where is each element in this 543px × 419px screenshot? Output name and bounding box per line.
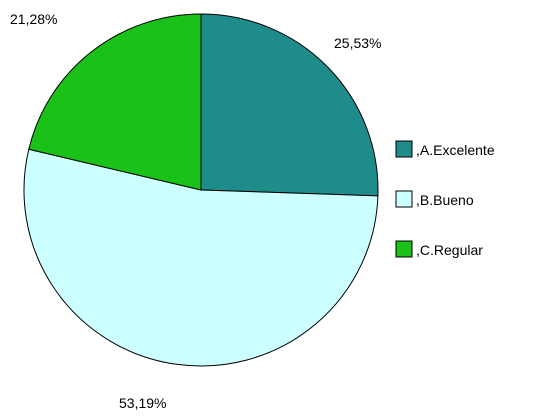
- legend-swatch: [395, 190, 413, 208]
- pie-slices: [23, 13, 379, 367]
- slice-bueno: [23, 148, 379, 367]
- legend-swatch: [395, 240, 413, 258]
- slice-regular: [28, 13, 202, 191]
- value-label-bueno: 53,19%: [119, 395, 166, 411]
- legend-item-bueno: ,B.Bueno: [395, 190, 474, 208]
- legend-label: ,A.Excelente: [416, 142, 495, 158]
- slice-excelente: [200, 13, 379, 197]
- legend-swatch: [395, 140, 413, 158]
- legend-item-regular: ,C.Regular: [395, 240, 483, 258]
- value-label-regular: 21,28%: [10, 11, 57, 27]
- legend-label: ,C.Regular: [416, 242, 483, 258]
- legend-label: ,B.Bueno: [416, 192, 474, 208]
- legend-item-excelente: ,A.Excelente: [395, 140, 495, 158]
- pie-value-labels: 25,53% 53,19% 21,28%: [10, 11, 381, 411]
- value-label-excelente: 25,53%: [334, 35, 381, 51]
- legend: ,A.Excelente ,B.Bueno ,C.Regular: [395, 140, 495, 258]
